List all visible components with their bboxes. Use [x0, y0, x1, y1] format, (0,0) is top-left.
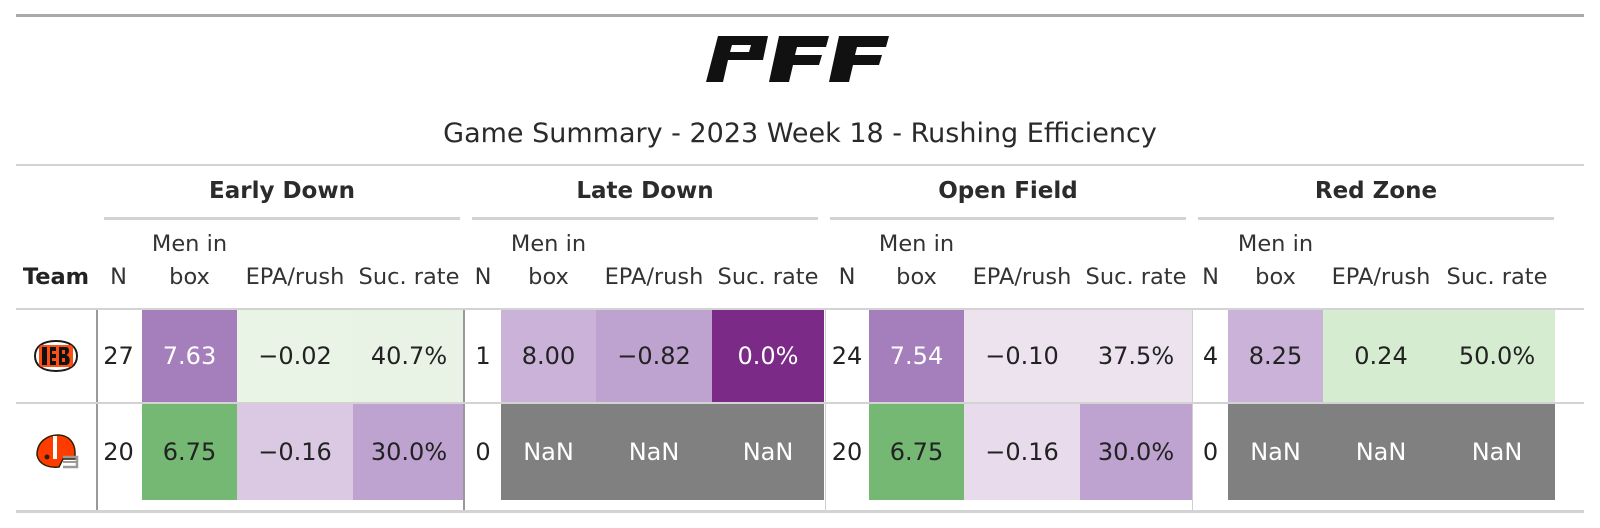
column-header-men-in-box-line2: box — [528, 264, 569, 290]
table-cell-suc: 0.0% — [712, 310, 824, 402]
table-cell-box: 7.54 — [869, 310, 964, 402]
table-cell-suc: NaN — [1439, 404, 1555, 500]
column-header-epa-rush: EPA/rush — [604, 264, 704, 290]
table-cell-suc: 30.0% — [1080, 404, 1192, 500]
group-rule — [104, 217, 460, 220]
table-title: Game Summary - 2023 Week 18 - Rushing Ef… — [443, 118, 1157, 149]
column-header-success-rate: Suc. rate — [1085, 264, 1187, 290]
column-header-success-rate: Suc. rate — [1446, 264, 1548, 290]
column-divider — [1192, 310, 1193, 510]
column-header-men-in-box-line2: box — [169, 264, 210, 290]
table-cell-n: 24 — [826, 310, 868, 402]
table-cell-n: 27 — [96, 310, 141, 402]
pff-logo — [706, 36, 894, 86]
table-cell-epa: NaN — [1323, 404, 1439, 500]
table-cell-box: 7.63 — [142, 310, 237, 402]
column-header-success-rate: Suc. rate — [717, 264, 819, 290]
table-cell-suc: 30.0% — [353, 404, 465, 500]
group-rule — [1198, 217, 1554, 220]
column-header-n: N — [474, 264, 492, 290]
column-divider — [825, 310, 826, 510]
column-header-team: Team — [22, 264, 90, 290]
table-cell-suc: 37.5% — [1080, 310, 1192, 402]
browns-helmet-icon — [16, 404, 96, 500]
table-cell-epa: −0.10 — [964, 310, 1080, 402]
column-header-n: N — [1202, 264, 1219, 290]
table-cell-box: 6.75 — [869, 404, 964, 500]
column-divider — [96, 310, 98, 510]
column-header-men-in-box-line1: Men in — [1237, 231, 1314, 257]
table-cell-n: 4 — [1193, 310, 1228, 402]
table-cell-box: 8.25 — [1228, 310, 1323, 402]
row-divider — [16, 402, 1584, 404]
column-header-men-in-box-line1: Men in — [510, 231, 587, 257]
column-header-epa-rush: EPA/rush — [245, 264, 345, 290]
header-divider — [16, 308, 1584, 310]
column-header-men-in-box-line2: box — [896, 264, 937, 290]
column-header-epa-rush: EPA/rush — [972, 264, 1072, 290]
group-late-down: Late Down — [576, 178, 714, 204]
table-cell-epa: −0.82 — [596, 310, 712, 402]
column-header-n: N — [110, 264, 127, 290]
table-cell-n: 0 — [465, 404, 501, 500]
table-cell-suc: 40.7% — [353, 310, 465, 402]
group-early-down: Early Down — [209, 178, 355, 204]
table-cell-box: 8.00 — [501, 310, 596, 402]
column-header-n: N — [838, 264, 856, 290]
bottom-rule — [16, 510, 1584, 513]
column-header-success-rate: Suc. rate — [358, 264, 460, 290]
table-cell-suc: 50.0% — [1439, 310, 1555, 402]
table-cell-epa: −0.16 — [964, 404, 1080, 500]
table-cell-epa: 0.24 — [1323, 310, 1439, 402]
group-rule — [472, 217, 818, 220]
column-header-epa-rush: EPA/rush — [1331, 264, 1431, 290]
table-cell-box: 6.75 — [142, 404, 237, 500]
group-rule — [830, 217, 1186, 220]
table-cell-epa: −0.16 — [237, 404, 353, 500]
title-divider — [16, 164, 1584, 166]
column-divider — [463, 310, 465, 510]
table-cell-epa: −0.02 — [237, 310, 353, 402]
table-cell-epa: NaN — [596, 404, 712, 500]
table-cell-n: 20 — [826, 404, 868, 500]
column-header-men-in-box-line2: box — [1255, 264, 1296, 290]
bengals-logo-icon — [16, 310, 96, 402]
table-cell-n: 20 — [96, 404, 141, 500]
table-cell-n: 1 — [465, 310, 501, 402]
column-header-men-in-box-line1: Men in — [151, 231, 228, 257]
group-red-zone: Red Zone — [1314, 178, 1438, 204]
top-rule — [16, 14, 1584, 17]
table-cell-box: NaN — [1228, 404, 1323, 500]
table-cell-box: NaN — [501, 404, 596, 500]
group-open-field: Open Field — [938, 178, 1078, 204]
table-cell-suc: NaN — [712, 404, 824, 500]
table-cell-n: 0 — [1193, 404, 1228, 500]
column-header-men-in-box-line1: Men in — [878, 231, 955, 257]
